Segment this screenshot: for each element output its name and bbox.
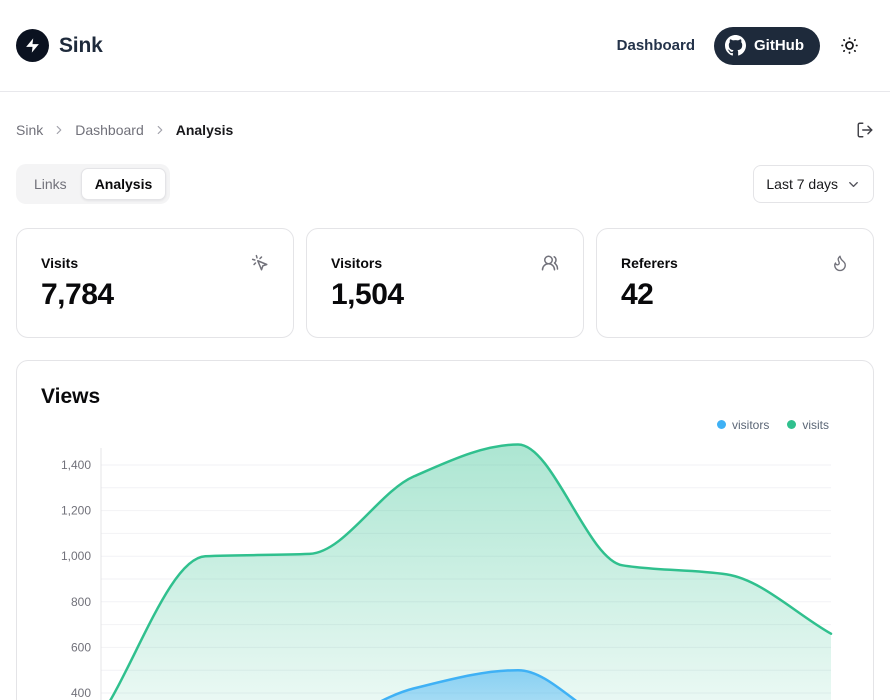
views-chart-card: Views visitors visits 400 600 800 1,000 1,20… bbox=[16, 360, 874, 700]
stat-card-header: Referers bbox=[621, 254, 849, 272]
y-tick-label: 600 bbox=[71, 640, 91, 654]
breadcrumb-dashboard[interactable]: Dashboard bbox=[75, 122, 144, 138]
legend-label: visits bbox=[802, 417, 829, 432]
logout-icon bbox=[856, 121, 874, 139]
github-icon bbox=[725, 35, 746, 56]
chart-legend: visitors visits bbox=[41, 417, 849, 432]
visits-line bbox=[109, 443, 833, 700]
users-icon bbox=[541, 254, 559, 272]
stat-value: 7,784 bbox=[41, 278, 114, 311]
chevron-right-icon bbox=[153, 123, 167, 137]
stat-label: Visits bbox=[41, 255, 79, 271]
github-button-label: GitHub bbox=[754, 37, 804, 54]
y-tick-label: 1,000 bbox=[61, 549, 91, 563]
breadcrumb-row: Sink Dashboard Analysis bbox=[16, 118, 874, 142]
views-area-chart: 400 600 800 1,000 1,200 1,400 bbox=[61, 443, 833, 700]
legend-label: visitors bbox=[731, 417, 770, 432]
breadcrumb: Sink Dashboard Analysis bbox=[16, 122, 233, 138]
chevron-right-icon bbox=[52, 123, 66, 137]
app-header: Sink Dashboard GitHub bbox=[0, 0, 890, 92]
flame-icon bbox=[831, 254, 849, 272]
date-range-value: Last 7 days bbox=[766, 176, 838, 192]
main-content: Sink Dashboard Analysis Links Analysis L… bbox=[0, 118, 890, 700]
legend-dot-visits bbox=[787, 420, 797, 429]
chevron-down-icon bbox=[846, 177, 861, 192]
header-actions: Dashboard GitHub bbox=[616, 26, 860, 65]
stat-card-visits[interactable]: Visits 7,784 bbox=[16, 228, 294, 338]
brand[interactable]: Sink bbox=[16, 29, 103, 62]
breadcrumb-sink[interactable]: Sink bbox=[16, 122, 44, 138]
date-range-select[interactable]: Last 7 days bbox=[753, 165, 874, 203]
breadcrumb-analysis: Analysis bbox=[175, 122, 234, 138]
nav-dashboard-link[interactable]: Dashboard bbox=[616, 37, 695, 54]
view-tabs: Links Analysis bbox=[16, 164, 171, 204]
chart-title: Views bbox=[41, 385, 101, 408]
stat-card-header: Visits bbox=[41, 254, 269, 272]
stat-label: Visitors bbox=[331, 255, 383, 271]
stat-label: Referers bbox=[621, 255, 678, 271]
theme-toggle-button[interactable] bbox=[839, 35, 860, 56]
sun-icon bbox=[839, 35, 860, 56]
github-button[interactable]: GitHub bbox=[714, 26, 820, 65]
y-tick-label: 1,200 bbox=[61, 504, 91, 518]
stat-card-referers[interactable]: Referers 42 bbox=[596, 228, 874, 338]
stat-card-visitors[interactable]: Visitors 1,504 bbox=[306, 228, 584, 338]
y-tick-label: 400 bbox=[71, 686, 91, 700]
controls-row: Links Analysis Last 7 days bbox=[16, 164, 874, 204]
logout-button[interactable] bbox=[856, 121, 874, 139]
legend-item-visits[interactable]: visits bbox=[787, 418, 829, 432]
brand-name: Sink bbox=[59, 33, 103, 57]
visitors-line bbox=[380, 668, 577, 700]
y-tick-label: 800 bbox=[71, 595, 91, 609]
visits-area bbox=[110, 444, 831, 700]
legend-item-visitors[interactable]: visitors bbox=[716, 417, 770, 432]
mouse-pointer-click-icon bbox=[251, 254, 269, 272]
visitors-area bbox=[383, 670, 575, 700]
tab-analysis[interactable]: Analysis bbox=[80, 168, 167, 200]
stat-value: 42 bbox=[621, 278, 654, 311]
stat-card-header: Visitors bbox=[331, 254, 559, 272]
y-tick-label: 1,400 bbox=[61, 458, 91, 472]
legend-dot-visitors bbox=[716, 420, 726, 429]
stat-value: 1,504 bbox=[331, 278, 404, 311]
stats-row: Visits 7,784 Visitors 1,504 Referers bbox=[16, 228, 874, 338]
sink-logo bbox=[16, 29, 49, 62]
tab-links[interactable]: Links bbox=[20, 168, 81, 200]
lightning-bolt-icon bbox=[24, 37, 41, 54]
